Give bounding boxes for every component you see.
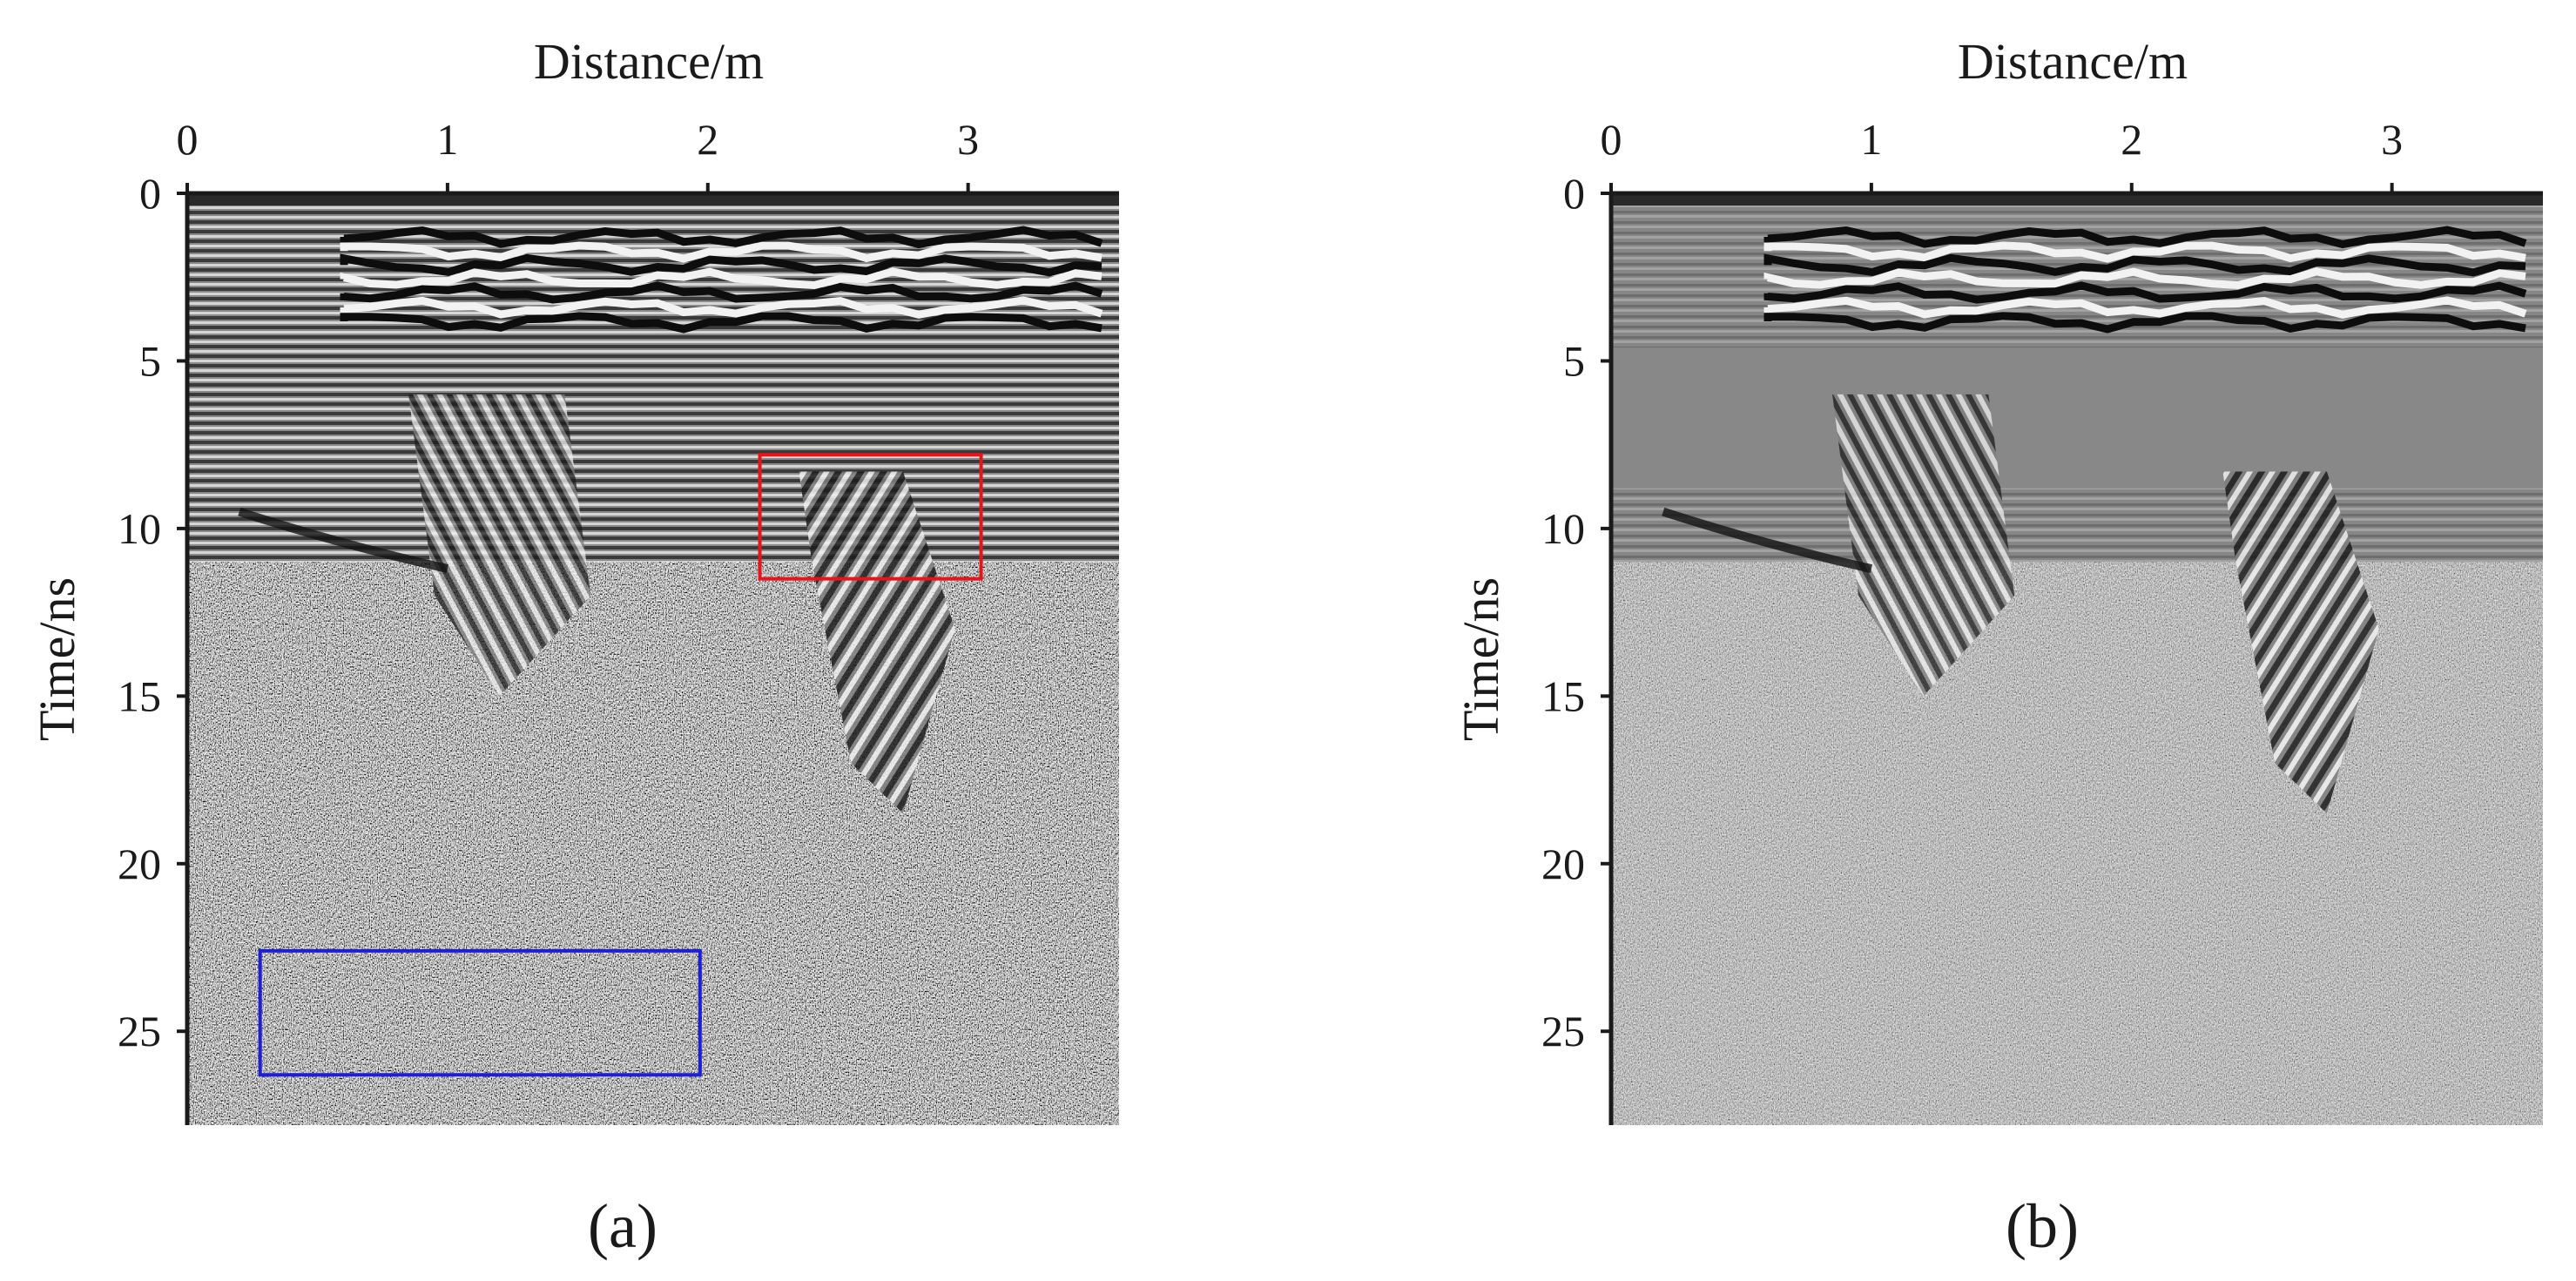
blue-box: [258, 948, 702, 1077]
y-tick-label: 0: [139, 169, 161, 218]
panel-a: 0 1 2 3 0 5 10 15 20 25 Distance/m Time/ns (a): [29, 33, 1119, 1261]
panel-label: (a): [588, 1191, 657, 1261]
hyperbola-right: [799, 471, 955, 814]
hyperbola-left: [408, 394, 591, 697]
reflection-left: [238, 507, 448, 573]
y-tick-label: 25: [1541, 1007, 1585, 1055]
panel-b: 0 1 2 3 0 5 10 15 20 25 Distance/m Time/ns (b): [1453, 33, 2543, 1261]
quiet-zone: [1611, 347, 2543, 489]
surface-reflection: [1763, 226, 2527, 334]
radargram-a: [187, 193, 1119, 1125]
y-tick-label: 5: [1563, 336, 1585, 385]
direct-wave: [187, 193, 1119, 206]
y-tick-label: 20: [1541, 839, 1585, 888]
x-tick-label: 1: [1860, 115, 1882, 164]
x-tick-label: 3: [957, 115, 979, 164]
y-axis-title: Time/ns: [1453, 577, 1509, 741]
surface-reflection: [340, 226, 1103, 334]
panel-label: (b): [2006, 1191, 2079, 1261]
y-tick-label: 10: [118, 504, 161, 553]
x-tick-label: 3: [2381, 115, 2403, 164]
direct-wave: [1611, 193, 2543, 206]
radargram-b: [1611, 193, 2543, 1125]
y-tick-label: 25: [118, 1007, 161, 1055]
y-tick-label: 15: [1541, 671, 1585, 720]
reflection-left: [1662, 507, 1872, 573]
y-tick-label: 10: [1541, 504, 1585, 553]
x-tick-label: 1: [436, 115, 458, 164]
x-axis-title: Distance/m: [534, 33, 764, 90]
y-tick-label: 20: [118, 839, 161, 888]
y-tick-label: 15: [118, 671, 161, 720]
hyperbola-left: [1832, 394, 2015, 697]
y-tick-label: 5: [139, 336, 161, 385]
red-box: [758, 453, 983, 581]
x-tick-label: 0: [177, 115, 199, 164]
x-tick-label: 2: [697, 115, 718, 164]
x-tick-label: 0: [1601, 115, 1622, 164]
x-axis-title: Distance/m: [1958, 33, 2188, 90]
y-tick-label: 0: [1563, 169, 1585, 218]
y-axis-title: Time/ns: [29, 577, 85, 741]
hyperbola-right: [2222, 471, 2379, 814]
x-tick-label: 2: [2121, 115, 2142, 164]
